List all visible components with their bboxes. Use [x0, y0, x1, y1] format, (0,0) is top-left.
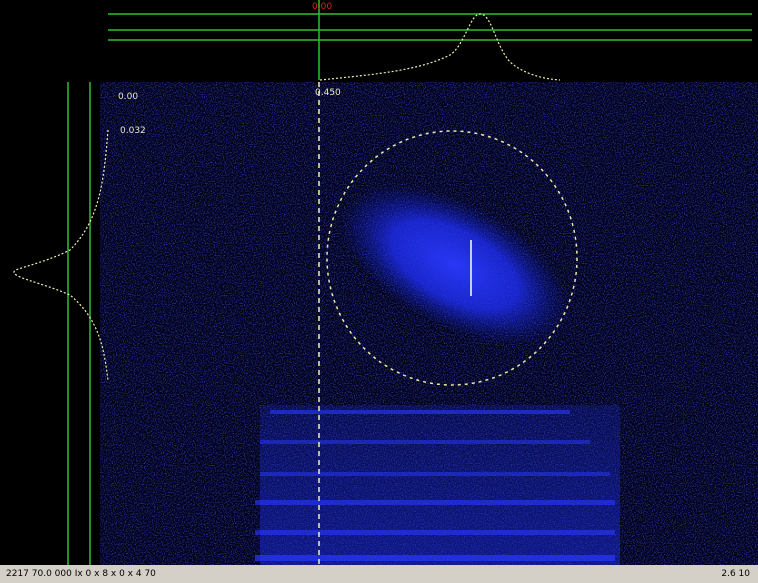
y-profile	[14, 130, 108, 380]
status-bar: 2217 70.0 000 Ix 0 x 8 x 0 x 4 70 2.6 10	[0, 565, 758, 583]
status-left: 2217 70.0 000 Ix 0 x 8 x 0 x 4 70	[6, 569, 156, 579]
y-position-label: 0.032	[120, 126, 146, 136]
top-marker: 0.00	[312, 2, 332, 12]
x-profile	[320, 14, 560, 80]
status-right: 2.6 10	[721, 569, 750, 579]
x-position-label: 0.450	[315, 88, 341, 98]
profiler-window: 0.00 0.450 0.00 0.032 2217 70.0 000 Ix 0…	[0, 0, 758, 583]
top-left-label: 0.00	[118, 92, 138, 102]
beam-view: 0.00 0.450 0.00 0.032	[0, 0, 758, 565]
stripes	[255, 405, 620, 565]
